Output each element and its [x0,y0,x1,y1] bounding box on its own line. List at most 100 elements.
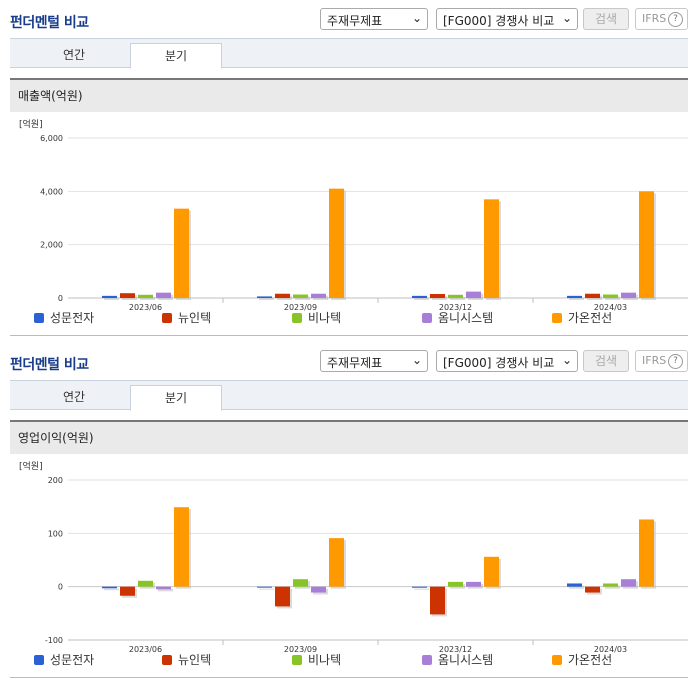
bar [448,581,463,587]
chevron-down-icon: ⌄ [411,11,422,25]
bar [639,519,654,587]
legend-item[interactable]: 비나텍 [292,653,341,667]
section-title: 펀더멘털 비교 [10,357,89,373]
legend-item[interactable]: 옴니시스템 [422,653,493,667]
y-tick-label: -100 [45,636,63,645]
legend-label: 옴니시스템 [438,653,493,667]
bar [329,188,344,298]
bar-shadow [104,297,119,300]
x-tick-label: 2023/06 [129,645,162,654]
legend-item[interactable]: 뉴인텍 [162,311,211,325]
legend-swatch [34,313,44,323]
legend-label: 성문전자 [50,653,94,667]
legend-swatch [292,655,302,665]
tab-annual[interactable]: 연간 [62,48,86,62]
ifrs-label: IFRS [642,354,667,367]
legend-label: 가온전선 [568,311,612,325]
bar [275,293,290,298]
bar [138,580,153,587]
revenue-bar-chart: [억원] 0 2,000 4,000 6,000 2023/06 2023/09 2023/… [19,118,688,325]
legend-item[interactable]: 옴니시스템 [422,311,493,325]
x-tick-label: 2023/09 [284,303,317,312]
bar [311,586,326,593]
bar [293,579,308,587]
chart-panel: 매출액(억원) [억원] 0 2,000 4,000 6,000 2023/06 2023… [10,78,688,336]
ifrs-label: IFRS [642,12,667,25]
bar [174,507,189,587]
search-button[interactable]: 검색 [583,350,629,372]
competitor-select-value: [FG000] 경쟁사 비교 [443,14,555,28]
bar [430,586,445,615]
legend-item[interactable]: 뉴인텍 [162,653,211,667]
bar [484,199,499,298]
bar [102,586,117,589]
bar-shadow [569,585,584,589]
bar-shadow [259,588,274,590]
bar [448,294,463,298]
competitor-select[interactable]: [FG000] 경쟁사 비교 ⌄ [436,350,578,372]
bar-shadow [450,296,465,300]
period-tabs: 연간 분기 [10,380,688,411]
legend-swatch [162,313,172,323]
fundamental-section-operating-profit: 펀더멘털 비교 주재무제표 ⌄ [FG000] 경쟁사 비교 ⌄ 검색 IFRS… [0,342,696,684]
legend-label: 뉴인텍 [178,311,211,325]
y-unit-label: [억원] [19,460,43,472]
competitor-select-value: [FG000] 경쟁사 비교 [443,356,555,370]
statement-select[interactable]: 주재무제표 ⌄ [320,8,428,30]
bar [257,586,272,588]
bar [174,208,189,298]
legend-label: 비나텍 [308,311,341,325]
chevron-down-icon: ⌄ [561,11,572,25]
chart-title: 매출액(억원) [10,80,688,112]
legend-swatch [552,655,562,665]
bar [102,295,117,298]
bar [329,538,344,587]
bar [585,586,600,593]
legend-swatch [162,655,172,665]
bar [120,293,135,298]
bar-shadow [140,296,155,300]
legend-label: 옴니시스템 [438,311,493,325]
statement-select[interactable]: 주재무제표 ⌄ [320,350,428,372]
x-tick-label: 2023/12 [439,645,472,654]
ifrs-button[interactable]: IFRS ? [635,8,688,30]
ifrs-button[interactable]: IFRS ? [635,350,688,372]
y-tick-label: 6,000 [40,134,63,143]
fundamental-section-revenue: 펀더멘털 비교 주재무제표 ⌄ [FG000] 경쟁사 비교 ⌄ 검색 IFRS… [10,8,688,336]
bar [430,294,445,298]
legend-item[interactable]: 성문전자 [34,653,94,667]
bar-shadow [414,297,429,300]
legend-item[interactable]: 가온전선 [552,311,612,325]
legend-swatch [292,313,302,323]
bar [120,586,135,596]
section-title: 펀더멘털 비교 [10,15,89,31]
bar [621,292,636,298]
bar-shadow [414,588,429,590]
tab-quarterly[interactable]: 분기 [130,43,222,69]
y-tick-label: 0 [58,294,63,303]
legend-item[interactable]: 가온전선 [552,653,612,667]
period-tabs: 연간 분기 [10,38,688,69]
chart-title: 영업이익(억원) [10,422,688,454]
legend-item[interactable]: 성문전자 [34,311,94,325]
help-icon: ? [668,354,683,369]
chevron-down-icon: ⌄ [411,353,422,367]
competitor-select[interactable]: [FG000] 경쟁사 비교 ⌄ [436,8,578,30]
search-button[interactable]: 검색 [583,8,629,30]
bar [412,586,427,588]
chevron-down-icon: ⌄ [561,353,572,367]
bar-shadow [295,296,310,300]
bar [603,294,618,298]
bar [621,579,636,587]
legend-swatch [34,655,44,665]
legend-label: 가온전선 [568,653,612,667]
bar [484,556,499,587]
y-tick-label: 100 [48,529,63,538]
legend-swatch [552,313,562,323]
statement-select-value: 주재무제표 [327,356,383,370]
tab-quarterly[interactable]: 분기 [130,385,222,411]
bar [275,586,290,607]
legend-item[interactable]: 비나텍 [292,311,341,325]
tab-annual[interactable]: 연간 [62,390,86,404]
y-tick-label: 0 [58,583,63,592]
